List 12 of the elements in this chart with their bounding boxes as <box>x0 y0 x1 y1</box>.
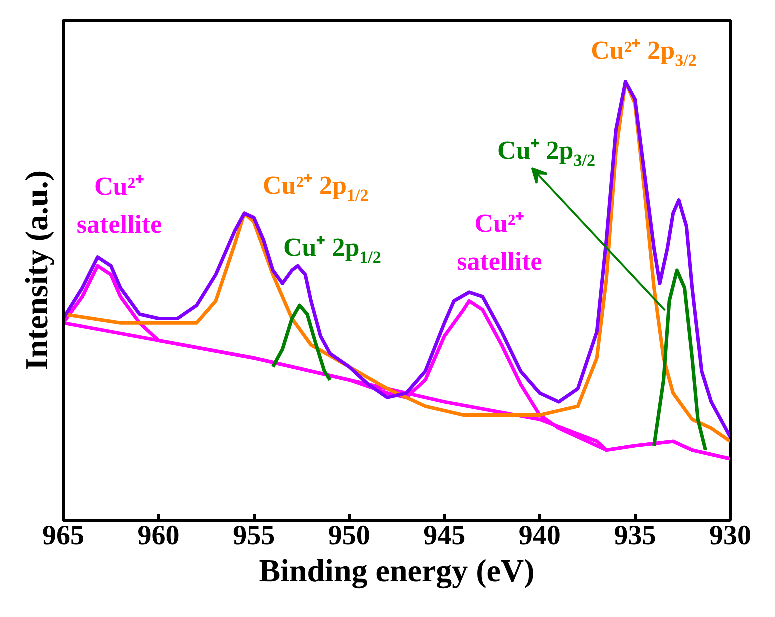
x-tick-label: 940 <box>518 520 561 552</box>
y-axis-title: Intensity (a.u.) <box>18 170 54 371</box>
x-tick-label: 935 <box>614 520 656 552</box>
x-tick-label: 960 <box>138 520 180 552</box>
x-tick-label: 945 <box>424 520 466 552</box>
x-tick-label: 955 <box>233 520 276 552</box>
x-tick-label: 965 <box>42 520 84 552</box>
x-axis-title: Binding energy (eV) <box>259 552 535 590</box>
annotation: Cu²⁺ satellite <box>76 172 162 239</box>
x-tick-label: 930 <box>710 520 752 552</box>
x-tick-label: 950 <box>328 520 370 552</box>
annotation: Cu²⁺ satellite <box>457 209 542 276</box>
